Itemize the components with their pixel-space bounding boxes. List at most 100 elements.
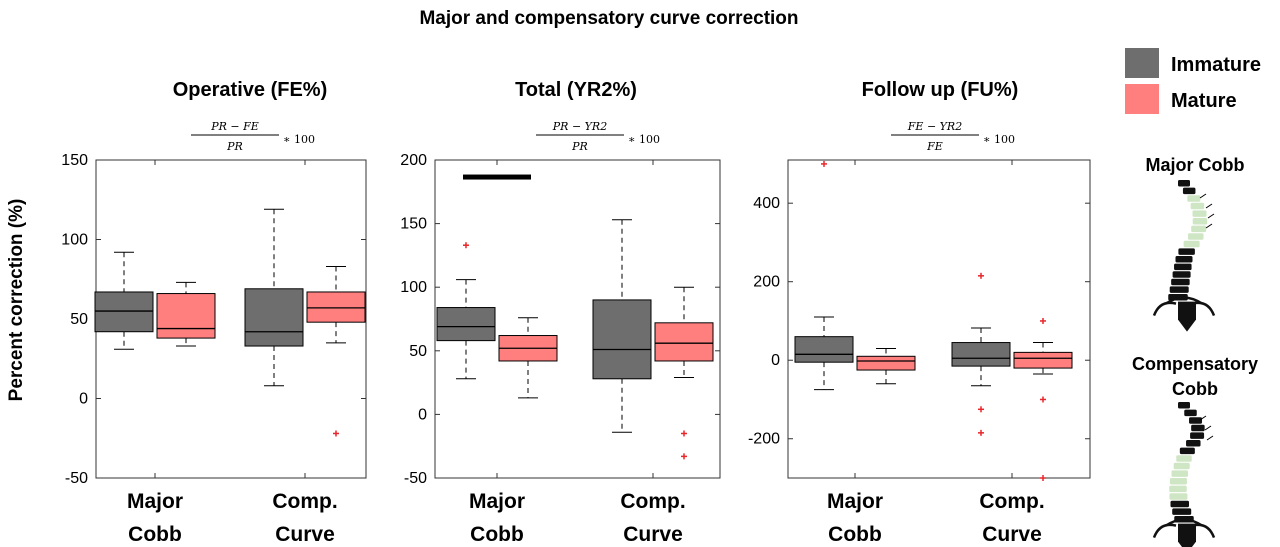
x-tick-label: Major [469, 490, 525, 513]
vertebra [1174, 263, 1192, 271]
vertebra [1186, 440, 1201, 447]
cobb-mark [1199, 415, 1207, 421]
box-mature [654, 286, 714, 460]
vertebra [1192, 218, 1208, 225]
compensatory-cobb-label-line2: Cobb [1172, 379, 1218, 399]
panel-0: Operative (FE%) PR − FE PR ∗ 100 -50 0 50 100 15… [61, 79, 367, 546]
major-cobb-label: Major Cobb [1146, 155, 1245, 175]
box-immature [794, 160, 854, 391]
box-iqr [856, 355, 916, 371]
spine-illustration-compensatory [1152, 402, 1216, 547]
x-tick-label: Curve [275, 523, 335, 546]
box-immature [244, 208, 304, 387]
vertebra [1179, 447, 1195, 455]
pelvis-wing-left [1152, 301, 1177, 317]
compensatory-cobb-label-line1: Compensatory [1132, 354, 1258, 374]
box-iqr [94, 291, 154, 333]
box-iqr [244, 288, 304, 347]
vertebra [1191, 424, 1205, 432]
cobb-mark [1205, 223, 1213, 229]
y-tick-label: 0 [79, 391, 88, 408]
x-tick-label: Cobb [470, 523, 524, 546]
formula-factor: ∗ 100 [628, 133, 660, 146]
plot-frame [434, 159, 721, 479]
vertebra [1183, 240, 1200, 248]
box-iqr [951, 342, 1011, 367]
formula-numerator: FE − YR2 [907, 120, 962, 133]
x-tick-label: Major [127, 490, 183, 513]
vertebra [1178, 248, 1195, 255]
x-tick-label: Major [827, 490, 883, 513]
figure-title: Major and compensatory curve correction [419, 8, 798, 29]
vertebra [1190, 202, 1205, 210]
box-mature [1013, 317, 1073, 481]
cobb-mark [1205, 203, 1213, 209]
y-tick-label: -200 [748, 431, 780, 448]
y-tick-label: 100 [61, 232, 88, 249]
box-iqr [436, 307, 496, 342]
box-immature [592, 219, 652, 433]
vertebra [1188, 233, 1204, 240]
panel-title: Total (YR2%) [515, 79, 637, 101]
panel-title: Operative (FE%) [173, 79, 327, 101]
cobb-mark [1207, 213, 1215, 219]
x-tick-label: Comp. [979, 490, 1044, 513]
y-axis-label: Percent correction (%) [6, 199, 27, 402]
cobb-mark [1206, 435, 1214, 441]
box-mature [498, 317, 558, 399]
vertebra [1187, 195, 1201, 202]
vertebra [1171, 470, 1189, 477]
y-tick-label: 50 [70, 311, 88, 328]
y-tick-label: 150 [400, 216, 427, 233]
vertebra [1169, 478, 1187, 485]
panels: Operative (FE%) PR − FE PR ∗ 100 -50 0 50 100 15… [61, 79, 1091, 546]
y-tick-label: 50 [409, 343, 427, 360]
legend-label-immature: Immature [1171, 54, 1261, 76]
vertebra [1172, 508, 1192, 515]
box-iqr [592, 299, 652, 380]
vertebra [1169, 485, 1187, 493]
pelvis-wing-left [1152, 523, 1177, 539]
box-iqr [156, 293, 216, 339]
vertebra [1172, 271, 1191, 278]
box-iqr [306, 291, 366, 323]
y-tick-label: 200 [400, 152, 427, 169]
legend-label-mature: Mature [1171, 90, 1237, 112]
cobb-mark [1204, 425, 1212, 431]
vertebra [1191, 225, 1207, 233]
vertebra [1189, 417, 1203, 424]
legend: Immature Mature [1125, 48, 1261, 114]
significance-bar [463, 174, 531, 180]
vertebra [1175, 256, 1193, 263]
x-tick-label: Curve [982, 523, 1042, 546]
box-mature [856, 347, 916, 385]
y-tick-label: 0 [418, 406, 427, 423]
legend-swatch-immature [1125, 48, 1159, 78]
vertebra [1178, 402, 1190, 409]
panel-1: Total (YR2%) PR − YR2 PR ∗ 100 -50 0 50 100 150 2… [400, 79, 721, 546]
vertebra [1190, 432, 1205, 439]
y-tick-label: -50 [65, 470, 88, 487]
box-iqr [794, 336, 854, 363]
panel-2: Follow up (FU%) FE − YR2 FE ∗ 100 -200 0 200 40… [748, 79, 1091, 546]
x-tick-label: Cobb [128, 523, 182, 546]
y-tick-label: 200 [753, 274, 780, 291]
vertebra [1182, 187, 1196, 195]
box-mature [306, 266, 366, 437]
formula-numerator: PR − YR2 [552, 120, 607, 133]
x-tick-label: Comp. [272, 490, 337, 513]
formula-denominator: FE [926, 140, 943, 153]
cobb-mark [1199, 193, 1207, 199]
box-mature [156, 281, 216, 347]
y-tick-label: 100 [400, 279, 427, 296]
spine-illustration-major [1152, 180, 1216, 332]
box-immature [436, 242, 496, 380]
y-tick-label: 150 [61, 152, 88, 169]
sacrum [1178, 523, 1196, 547]
formula-factor: ∗ 100 [283, 133, 315, 146]
formula-numerator: PR − FE [210, 120, 259, 133]
x-tick-label: Comp. [620, 490, 685, 513]
box-immature [94, 251, 154, 350]
vertebra [1184, 409, 1197, 417]
